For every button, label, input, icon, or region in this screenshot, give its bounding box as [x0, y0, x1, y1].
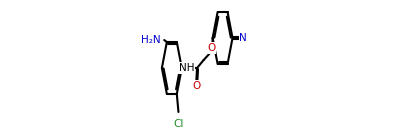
Text: O: O	[207, 43, 215, 53]
Text: O: O	[192, 81, 200, 91]
Text: NH: NH	[178, 63, 194, 73]
Text: Cl: Cl	[173, 119, 184, 129]
Text: N: N	[239, 33, 246, 43]
Text: H₂N: H₂N	[141, 35, 160, 45]
